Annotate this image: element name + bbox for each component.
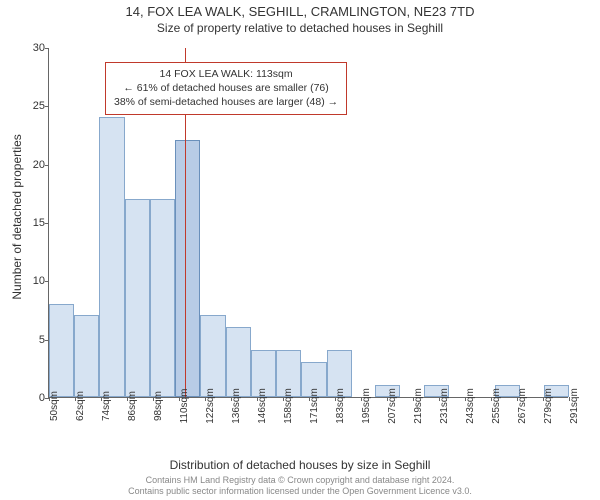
y-tick-label: 0	[19, 392, 45, 404]
y-tick-mark	[45, 165, 49, 166]
histogram-bar	[49, 304, 74, 397]
x-tick-mark	[569, 397, 570, 401]
x-tick-mark	[491, 397, 492, 401]
histogram-bar	[74, 315, 99, 397]
x-tick-mark	[309, 397, 310, 401]
footer-line1: Contains HM Land Registry data © Crown c…	[0, 475, 600, 487]
histogram-bar	[125, 199, 150, 397]
x-tick-mark	[101, 397, 102, 401]
x-tick-mark	[439, 397, 440, 401]
annotation-line3: 38% of semi-detached houses are larger (…	[114, 95, 338, 109]
y-tick-mark	[45, 281, 49, 282]
footer-text: Contains HM Land Registry data © Crown c…	[0, 475, 600, 498]
x-tick-mark	[127, 397, 128, 401]
plot-area: 14 FOX LEA WALK: 113sqm ← 61% of detache…	[48, 48, 568, 398]
annotation-box: 14 FOX LEA WALK: 113sqm ← 61% of detache…	[105, 62, 347, 115]
x-tick-mark	[413, 397, 414, 401]
x-tick-mark	[335, 397, 336, 401]
x-tick-mark	[231, 397, 232, 401]
y-tick-label: 30	[19, 42, 45, 54]
y-tick-mark	[45, 48, 49, 49]
y-tick-label: 15	[19, 217, 45, 229]
y-tick-label: 20	[19, 159, 45, 171]
annotation-line1: 14 FOX LEA WALK: 113sqm	[114, 67, 338, 81]
chart-container: 14, FOX LEA WALK, SEGHILL, CRAMLINGTON, …	[0, 0, 600, 500]
x-tick-mark	[517, 397, 518, 401]
y-tick-mark	[45, 106, 49, 107]
x-tick-mark	[543, 397, 544, 401]
footer-line2: Contains public sector information licen…	[0, 486, 600, 498]
x-tick-mark	[179, 397, 180, 401]
x-tick-mark	[257, 397, 258, 401]
x-tick-mark	[153, 397, 154, 401]
chart-area: 14 FOX LEA WALK: 113sqm ← 61% of detache…	[48, 48, 568, 418]
y-tick-mark	[45, 340, 49, 341]
chart-title: 14, FOX LEA WALK, SEGHILL, CRAMLINGTON, …	[0, 0, 600, 19]
chart-subtitle: Size of property relative to detached ho…	[0, 19, 600, 35]
y-tick-label: 10	[19, 275, 45, 287]
y-tick-label: 25	[19, 100, 45, 112]
x-tick-mark	[465, 397, 466, 401]
y-tick-label: 5	[19, 334, 45, 346]
x-tick-mark	[387, 397, 388, 401]
histogram-bar	[99, 117, 124, 397]
histogram-bar	[175, 140, 200, 397]
x-tick-mark	[361, 397, 362, 401]
histogram-bar	[200, 315, 225, 397]
x-tick-mark	[205, 397, 206, 401]
x-tick-mark	[75, 397, 76, 401]
histogram-bar	[226, 327, 251, 397]
y-tick-mark	[45, 223, 49, 224]
x-tick-mark	[283, 397, 284, 401]
histogram-bar	[150, 199, 175, 397]
x-axis-label: Distribution of detached houses by size …	[0, 458, 600, 472]
annotation-line2: ← 61% of detached houses are smaller (76…	[114, 81, 338, 95]
x-tick-mark	[49, 397, 50, 401]
